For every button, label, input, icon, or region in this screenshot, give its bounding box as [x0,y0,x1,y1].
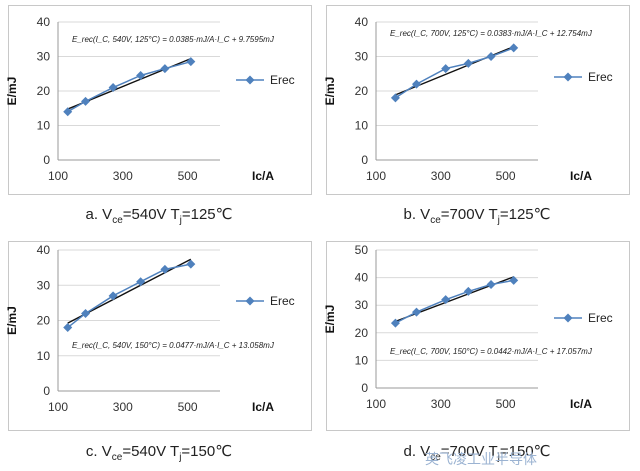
data-point [186,57,196,67]
chart-panel-a: 0 10 20 30 40 100 300 500 E/mJ Ic/A Erec E_rec(I_C,… [0,0,318,235]
y-tick-label: 0 [43,384,50,398]
y-tick-label: 50 [355,243,369,257]
y-tick-label: 40 [37,243,51,257]
y-tick-label: 30 [37,50,51,64]
series-line-erec [67,60,192,113]
x-tick-label: 500 [496,169,516,183]
chart-frame [8,5,312,195]
legend-label: Erec [588,311,613,325]
series-line-erec [395,47,514,99]
data-point [509,43,519,53]
y-tick-label: 20 [355,326,369,340]
data-point [186,259,196,269]
data-point [160,264,170,274]
y-tick-label: 40 [37,15,51,29]
y-axis-label: E/mJ [323,77,337,106]
y-axis-label: E/mJ [323,305,337,334]
legend-label: Erec [270,294,295,308]
y-tick-label: 20 [37,314,51,328]
y-tick-label: 20 [355,84,369,98]
x-axis-label: Ic/A [570,397,592,411]
x-tick-label: 300 [431,169,451,183]
series-line-erec [67,263,191,329]
data-point [390,93,400,103]
data-point [412,307,421,317]
chart-panel-c: 0 10 20 30 40 100 300 500 E/mJ Ic/A Erec E_rec(I_C,… [0,236,318,471]
data-point [108,83,118,93]
legend-label: Erec [270,73,295,87]
y-tick-label: 10 [37,349,51,363]
chart-svg: 0 10 20 30 40 100 300 500 E/mJ Ic/A Erec E_rec(I_C,… [5,243,295,414]
data-point [486,280,496,289]
x-tick-label: 300 [113,400,133,414]
legend-marker [245,75,255,85]
data-point [136,70,146,80]
chart-svg: 0 10 20 30 40 100 300 500 E/mJ Ic/A Erec E_rec(I_C,… [5,15,295,183]
data-point [441,295,451,305]
legend-marker [563,72,573,82]
x-axis-label: Ic/A [570,169,592,183]
data-point [463,58,473,68]
chart-frame [326,241,630,431]
chart-caption: a. Vce=540V Tj=125℃ [85,206,233,226]
y-tick-label: 40 [355,271,369,285]
data-point [160,64,170,74]
y-tick-label: 40 [355,15,369,29]
chart-caption: c. Vce=540V Tj=150℃ [85,443,233,463]
chart-frame [326,5,630,195]
y-tick-label: 10 [37,119,51,133]
legend-label: Erec [588,70,613,84]
chart-svg: 0 10 20 30 40 100 300 500 E/mJ Ic/A Erec E_rec(I_C,… [323,15,613,183]
data-point [81,96,91,106]
y-tick-label: 30 [355,298,369,312]
x-axis-label: Ic/A [252,400,274,414]
x-tick-label: 100 [366,169,386,183]
x-axis-label: Ic/A [252,169,274,183]
chart-caption: b. Vce=700V Tj=125℃ [403,206,551,226]
data-point [63,107,73,117]
data-point [390,318,400,328]
data-point [81,308,91,318]
fit-equation: E_rec(I_C, 540V, 150°C) = 0.0477·mJ/A·I_… [72,341,275,350]
data-point [412,79,421,89]
fit-equation: E_rec(I_C, 540V, 125°C) = 0.0385·mJ/A·I_… [72,35,275,44]
fit-equation: E_rec(I_C, 700V, 150°C) = 0.0442·mJ/A·I_… [390,347,593,356]
y-tick-label: 0 [361,153,368,167]
watermark: 英飞凌工业半导体 [425,451,537,467]
data-point [108,291,118,301]
data-point [441,64,451,74]
y-tick-label: 30 [355,50,369,64]
fit-equation: E_rec(I_C, 700V, 125°C) = 0.0383·mJ/A·I_… [390,29,593,38]
chart-caption: d. Vce=700V Tj=150℃ [403,443,551,463]
y-tick-label: 10 [355,353,369,367]
x-tick-label: 300 [431,397,451,411]
chart-panel-b: 0 10 20 30 40 100 300 500 E/mJ Ic/A Erec E_rec(I_C,… [318,0,636,235]
y-tick-label: 10 [355,119,369,133]
x-tick-label: 100 [48,400,68,414]
legend-marker [245,296,255,306]
y-axis-label: E/mJ [5,77,19,106]
y-axis-label: E/mJ [5,306,19,335]
y-tick-label: 0 [43,153,50,167]
legend-marker [563,313,573,323]
series-line-erec [395,279,514,324]
y-tick-label: 20 [37,84,51,98]
data-point [463,286,473,296]
data-point [63,323,73,333]
data-point [486,52,496,61]
x-tick-label: 100 [366,397,386,411]
x-tick-label: 300 [113,169,133,183]
x-tick-label: 500 [178,400,198,414]
x-tick-label: 500 [178,169,198,183]
chart-svg: 0 10 20 30 40 50 100 300 500 E/mJ Ic/A Erec E_rec(I_… [323,243,613,411]
data-point [136,277,146,287]
x-tick-label: 100 [48,169,68,183]
data-point [509,275,519,285]
x-tick-label: 500 [496,397,516,411]
chart-panel-d: 0 10 20 30 40 50 100 300 500 E/mJ Ic/A Erec E_rec(I_… [318,236,636,471]
y-tick-label: 30 [37,278,51,292]
y-tick-label: 0 [361,381,368,395]
